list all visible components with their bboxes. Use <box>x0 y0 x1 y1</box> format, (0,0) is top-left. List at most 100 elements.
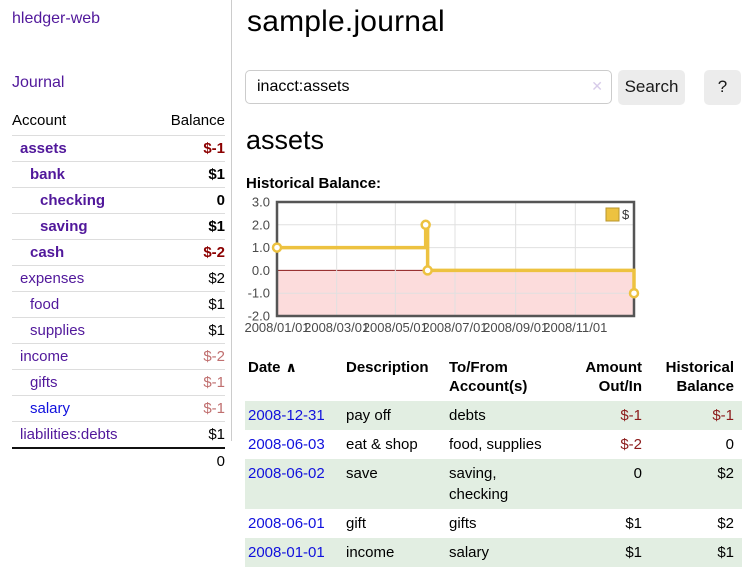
sidebar: hledger-web Journal Account Balance asse… <box>0 0 232 474</box>
transaction-date-link[interactable]: 2008-01-01 <box>248 544 325 561</box>
transaction-accounts: salary <box>449 544 490 561</box>
svg-text:-1.0: -1.0 <box>248 286 270 301</box>
historical-balance-chart: 3.0 2.0 1.0 0.0 -1.0 -2.02008/01/012008/03/01… <box>245 196 640 335</box>
account-link[interactable]: expenses <box>20 270 85 287</box>
account-link[interactable]: supplies <box>30 322 86 339</box>
transaction-description: save <box>346 465 378 482</box>
transaction-amount: $-2 <box>620 436 642 453</box>
svg-text:2008/11/01: 2008/11/01 <box>543 320 607 335</box>
accounts-table: Account Balance assets $-1 bank $1 checking 0… <box>12 109 225 474</box>
transaction-amount: 0 <box>633 465 642 482</box>
main-content: sample.journal ✕ Search ? assets Histori… <box>245 0 742 567</box>
account-balance: $1 <box>152 421 225 448</box>
account-row: food $1 <box>12 291 225 318</box>
transaction-balance: 0 <box>725 436 734 453</box>
account-link[interactable]: liabilities:debts <box>20 426 118 443</box>
account-link[interactable]: assets <box>20 140 67 157</box>
transaction-description: income <box>346 544 395 561</box>
transaction-accounts: saving, checking <box>449 465 509 503</box>
transaction-amount: $1 <box>625 544 642 561</box>
account-balance: $1 <box>152 213 225 240</box>
transaction-accounts: gifts <box>449 515 477 532</box>
svg-text:2008/03/01: 2008/03/01 <box>304 320 369 335</box>
account-row: liabilities:debts $1 <box>12 421 225 448</box>
sidebar-item-journal[interactable]: Journal <box>12 74 65 91</box>
svg-text:0.0: 0.0 <box>252 263 270 278</box>
transaction-accounts: debts <box>449 407 486 424</box>
search-bar: ✕ Search ? <box>245 69 742 105</box>
accounts-total-balance: 0 <box>152 447 225 474</box>
register-row: 2008-12-31 pay off debts $-1 $-1 <box>245 401 742 430</box>
account-row: supplies $1 <box>12 317 225 344</box>
accounts-column-header: To/From Account(s) <box>449 359 528 395</box>
transaction-balance: $2 <box>717 515 734 532</box>
account-link[interactable]: bank <box>30 166 66 183</box>
svg-text:2008/09/01: 2008/09/01 <box>483 320 548 335</box>
page-title: sample.journal <box>247 5 445 38</box>
account-link[interactable]: income <box>20 348 69 365</box>
account-balance: $1 <box>152 317 225 344</box>
svg-text:3.0: 3.0 <box>252 196 270 210</box>
account-balance: $-2 <box>152 343 225 370</box>
account-row: gifts $-1 <box>12 369 225 396</box>
account-balance: 0 <box>152 187 225 214</box>
account-balance: $1 <box>152 291 225 318</box>
account-column-header: Account <box>12 112 67 129</box>
clear-search-icon[interactable]: ✕ <box>591 78 603 94</box>
transaction-date-link[interactable]: 2008-06-02 <box>248 465 325 482</box>
account-link[interactable]: salary <box>30 400 71 417</box>
balance-column-header-register: Historical Balance <box>665 359 734 395</box>
account-row: saving $1 <box>12 213 225 240</box>
description-column-header: Description <box>346 359 429 376</box>
account-link[interactable]: cash <box>30 244 65 261</box>
account-balance: $1 <box>152 161 225 188</box>
register-table: Date ∧ Description To/From Account(s) Amo… <box>245 353 742 567</box>
transaction-balance: $-1 <box>712 407 734 424</box>
app-title-link[interactable]: hledger-web <box>12 10 101 27</box>
svg-text:$: $ <box>622 207 630 222</box>
transaction-amount: $-1 <box>620 407 642 424</box>
amount-column-header: Amount Out/In <box>585 359 642 395</box>
transaction-balance: $2 <box>717 465 734 482</box>
account-link[interactable]: food <box>30 296 60 313</box>
help-button[interactable]: ? <box>704 69 741 105</box>
transaction-date-link[interactable]: 2008-06-01 <box>248 515 325 532</box>
account-balance: $2 <box>152 265 225 292</box>
account-row: checking 0 <box>12 187 225 214</box>
transaction-date-link[interactable]: 2008-06-03 <box>248 436 325 453</box>
account-row: expenses $2 <box>12 265 225 292</box>
transaction-description: gift <box>346 515 367 532</box>
transaction-balance: $1 <box>717 544 734 561</box>
transaction-accounts: food, supplies <box>449 436 542 453</box>
register-row: 2008-06-01 gift gifts $1 $2 <box>245 509 742 538</box>
register-row: 2008-01-01 income salary $1 $1 <box>245 538 742 567</box>
accounts-total-row: 0 <box>12 447 225 474</box>
register-row: 2008-06-03 eat & shop food, supplies $-2 0 <box>245 430 742 459</box>
search-button[interactable]: Search <box>618 69 685 105</box>
account-balance: $-2 <box>152 239 225 266</box>
account-row: assets $-1 <box>12 135 225 162</box>
transaction-amount: $1 <box>625 515 642 532</box>
chart-title: Historical Balance: <box>246 175 382 192</box>
register-row: 2008-06-02 save saving, checking 0 $2 <box>245 459 742 509</box>
svg-text:2008/05/01: 2008/05/01 <box>363 320 428 335</box>
search-input[interactable] <box>245 70 612 104</box>
svg-text:1.0: 1.0 <box>252 240 270 255</box>
account-link[interactable]: saving <box>40 218 88 235</box>
balance-column-header: Balance <box>170 112 225 129</box>
transaction-date-link[interactable]: 2008-12-31 <box>248 407 325 424</box>
account-link[interactable]: gifts <box>30 374 58 391</box>
account-balance: $-1 <box>152 135 225 162</box>
svg-text:-2.0: -2.0 <box>248 309 270 324</box>
svg-text:2008/07/01: 2008/07/01 <box>422 320 487 335</box>
sort-ascending-icon: ∧ <box>285 359 297 375</box>
date-column-header[interactable]: Date ∧ <box>248 359 297 376</box>
account-balance: $-1 <box>152 395 225 422</box>
transaction-description: pay off <box>346 407 391 424</box>
svg-text:2.0: 2.0 <box>252 217 270 232</box>
account-row: bank $1 <box>12 161 225 188</box>
svg-text:2008/01/01: 2008/01/01 <box>245 320 310 335</box>
account-heading: assets <box>246 125 325 155</box>
transaction-description: eat & shop <box>346 436 418 453</box>
account-link[interactable]: checking <box>40 192 106 209</box>
